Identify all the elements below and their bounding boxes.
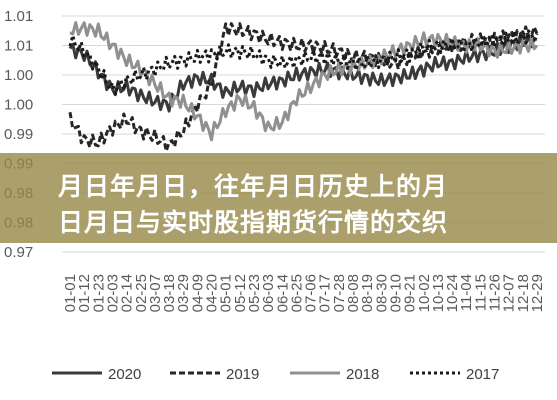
x-tick-label: 02-25: [133, 274, 150, 312]
x-tick-label: 07-17: [317, 274, 334, 312]
series-line-2017: [68, 29, 539, 96]
series-line-2019: [68, 22, 539, 153]
x-tick-label: 12-07: [501, 274, 518, 312]
x-tick-label: 08-30: [373, 274, 390, 312]
x-tick-label: 05-23: [246, 274, 263, 312]
x-tick-label: 10-13: [430, 274, 447, 312]
x-tick-label: 05-12: [232, 274, 249, 312]
series-line-2018: [69, 21, 539, 142]
legend-label: 2020: [108, 366, 141, 383]
x-tick-label: 09-21: [402, 274, 419, 312]
legend-label: 2018: [346, 366, 379, 383]
x-tick-label: 08-08: [345, 274, 362, 312]
x-tick-label: 02-14: [119, 274, 136, 312]
x-tick-label: 06-14: [274, 274, 291, 312]
y-tick-label: 1.00: [4, 97, 33, 114]
y-tick-label: 1.01: [4, 8, 33, 25]
x-tick-label: 01-12: [76, 274, 93, 312]
x-tick-label: 03-07: [147, 274, 164, 312]
x-tick-label: 10-24: [444, 274, 461, 312]
x-tick-label: 04-20: [204, 274, 221, 312]
x-tick-label: 07-28: [331, 274, 348, 312]
x-tick-label: 01-01: [62, 274, 79, 312]
headline-banner: 月日年月日，往年月日历史上的月 日月日与实时股指期货行情的交织: [0, 153, 557, 243]
x-tick-label: 06-03: [260, 274, 277, 312]
series-line-2020: [68, 33, 538, 113]
x-tick-label: 03-18: [161, 274, 178, 312]
x-tick-label: 06-25: [288, 274, 305, 312]
x-tick-label: 02-03: [104, 274, 121, 312]
x-tick-label: 09-10: [387, 274, 404, 312]
headline-line-1: 月日年月日，往年月日历史上的月: [58, 172, 449, 201]
headline-line-2: 日月日与实时股指期货行情的交织: [58, 208, 449, 237]
x-tick-label: 12-29: [529, 274, 546, 312]
x-tick-label: 05-01: [218, 274, 235, 312]
legend-label: 2019: [226, 366, 259, 383]
x-tick-label: 08-19: [359, 274, 376, 312]
x-tick-label: 10-02: [416, 274, 433, 312]
x-tick-label: 03-29: [175, 274, 192, 312]
x-tick-label: 07-06: [303, 274, 320, 312]
x-tick-label: 12-18: [515, 274, 532, 312]
x-tick-label: 04-09: [189, 274, 206, 312]
y-tick-label: 0.97: [4, 244, 33, 261]
x-tick-label: 11-26: [487, 274, 504, 311]
x-tick-label: 01-23: [90, 274, 107, 312]
y-tick-label: 1.01: [4, 38, 33, 55]
x-tick-label: 11-04: [458, 274, 475, 311]
y-tick-label: 1.00: [4, 67, 33, 84]
x-tick-label: 11-15: [472, 274, 489, 311]
legend-label: 2017: [466, 366, 499, 383]
y-tick-label: 0.99: [4, 126, 33, 143]
